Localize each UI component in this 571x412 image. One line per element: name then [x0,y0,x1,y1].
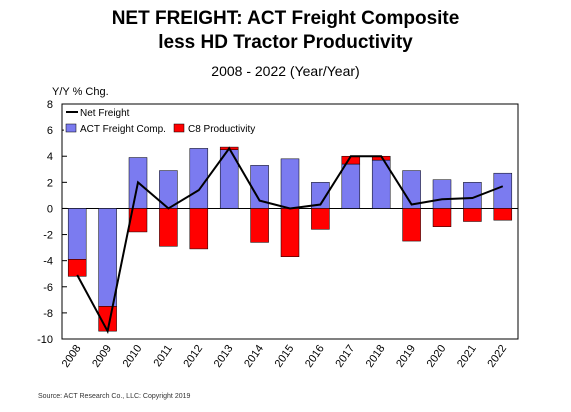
bar-freight [493,172,513,209]
bar-productivity [280,208,300,257]
x-tick-label: 2017 [333,343,357,370]
bar-freight [98,208,117,307]
x-tick-label: 2009 [90,343,114,370]
legend-label-net-freight: Net Freight [80,108,130,119]
x-tick-label: 2014 [242,343,266,370]
y-tick-label: 0 [47,203,53,215]
legend-swatch-freight [65,123,77,133]
x-tick-label: 2008 [60,343,84,370]
x-tick-label: 2018 [364,343,388,370]
bar-productivity [159,208,178,247]
source-note: Source: ACT Research Co., LLC: Copyright… [38,393,191,400]
legend-label-freight: ACT Freight Comp. [80,124,166,135]
y-axis-label: Y/Y % Chg. [52,86,109,98]
x-tick-label: 2022 [485,343,509,370]
bar-freight [341,163,361,209]
x-tick-label: 2021 [455,343,479,370]
bar-productivity [128,208,148,233]
y-tick-label: 6 [47,125,53,137]
bar-productivity [189,208,209,250]
bar-productivity [493,208,513,221]
y-tick-label: 4 [47,151,53,163]
y-tick-label: -10 [37,334,53,346]
bar-freight [432,179,452,209]
x-tick-label: 2020 [425,343,449,370]
bar-productivity [463,208,482,222]
x-tick-label: 2012 [181,343,205,370]
bar-productivity [67,259,87,277]
bar-productivity [432,208,452,227]
x-tick-label: 2016 [303,343,327,370]
x-tick-label: 2019 [394,343,418,370]
y-tick-label: -2 [43,230,53,242]
plot-frame [61,103,519,340]
bar-freight [67,208,87,260]
chart-title-line1: NET FREIGHT: ACT Freight Composite [111,8,460,29]
line-net-freight [76,146,504,335]
bar-productivity [311,208,330,230]
y-tick-label: 8 [47,99,53,111]
bar-freight [280,158,300,209]
bar-freight [189,148,209,209]
y-tick-label: -4 [43,256,53,268]
x-tick-label: 2011 [151,343,174,369]
x-tick-label: 2010 [121,343,145,370]
x-tick-label: 2015 [273,343,297,370]
chart-title-line2: less HD Tractor Productivity [158,32,413,53]
legend-label-productivity: C8 Productivity [188,124,255,135]
y-tick-label: 2 [47,177,53,189]
legend-box [64,106,264,134]
legend-swatch-productivity [173,123,185,133]
y-tick-label: -6 [43,282,53,294]
chart-subtitle: 2008 - 2022 (Year/Year) [211,63,360,79]
y-tick-label: -8 [43,308,53,320]
x-tick-label: 2013 [212,343,236,370]
bar-productivity [402,208,421,242]
bar-productivity [250,208,269,243]
